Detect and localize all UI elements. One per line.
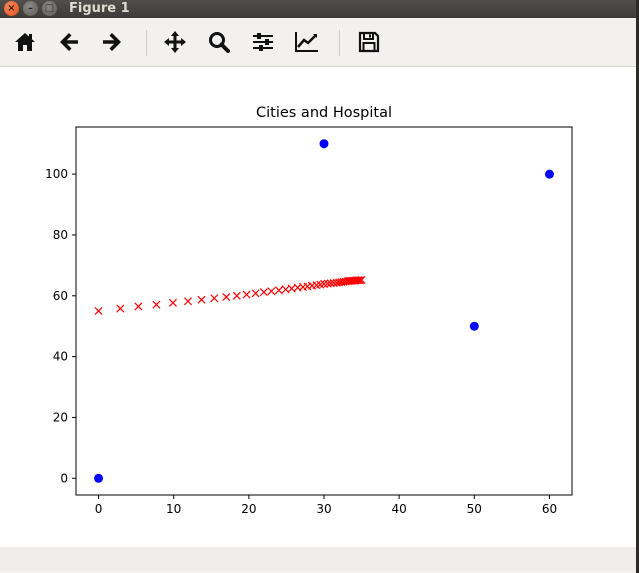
x-tick-label: 30	[316, 502, 331, 516]
hospital-x-marker	[242, 290, 251, 299]
x-tick-label: 0	[95, 502, 103, 516]
zoom-button[interactable]	[205, 28, 233, 56]
chart-title: Cities and Hospital	[256, 105, 392, 121]
back-button[interactable]	[55, 28, 83, 56]
y-tick-label: 60	[53, 289, 68, 303]
axis-ticks: 0 10 20 30 40 50 60 0 20 40 60 80 100	[45, 167, 557, 516]
hospital-x-marker	[232, 291, 241, 300]
pan-button[interactable]	[161, 28, 189, 56]
edit-axis-curves-icon	[295, 32, 318, 52]
hospital-x-marker	[267, 287, 276, 296]
window-border	[636, 0, 639, 573]
forward-arrow-icon	[103, 33, 121, 51]
save-floppy-icon	[358, 31, 380, 53]
x-tick-label: 60	[542, 502, 557, 516]
data-marks	[94, 139, 554, 483]
home-icon	[15, 33, 35, 51]
home-button[interactable]	[11, 28, 39, 56]
back-arrow-icon	[60, 33, 78, 51]
hospital-x-marker	[197, 295, 206, 304]
pan-move-icon	[164, 31, 186, 53]
scatter-plot[interactable]: Cities and Hospital 0 10 20 30 40 50 60 0 20 40 60…	[0, 67, 636, 547]
x-tick-label: 10	[166, 502, 181, 516]
city-point	[319, 139, 329, 149]
configure-subplots-icon	[253, 33, 273, 51]
x-tick-label: 40	[392, 502, 407, 516]
window-title: Figure 1	[69, 1, 130, 16]
hospital-x-marker	[94, 306, 103, 316]
minimize-window-button[interactable]: –	[23, 1, 38, 16]
maximize-window-button[interactable]: □	[42, 1, 57, 16]
toolbar-separator	[339, 30, 340, 56]
hospital-x-marker	[168, 298, 177, 307]
close-window-button[interactable]: ×	[4, 1, 19, 16]
figure-canvas[interactable]: Cities and Hospital 0 10 20 30 40 50 60 0 20 40 60…	[0, 67, 636, 547]
forward-button[interactable]	[98, 28, 126, 56]
y-tick-label: 100	[45, 167, 68, 181]
hospital-x-marker	[116, 304, 125, 313]
hospital-x-marker	[259, 288, 268, 297]
edit-axis-button[interactable]	[293, 28, 321, 56]
x-tick-label: 20	[241, 502, 256, 516]
city-point	[94, 473, 104, 483]
hospital-x-marker	[357, 275, 366, 285]
minimize-icon: –	[28, 2, 33, 14]
hospital-x-marker	[183, 297, 193, 306]
maximize-icon: □	[44, 2, 55, 14]
y-tick-label: 20	[53, 410, 68, 424]
hospital-x-marker	[274, 286, 283, 295]
hospital-x-marker	[222, 292, 231, 302]
y-tick-label: 0	[60, 471, 68, 485]
city-point	[544, 169, 554, 179]
configure-subplots-button[interactable]	[249, 28, 277, 56]
y-tick-label: 40	[53, 350, 68, 364]
hospital-x-marker	[134, 302, 143, 311]
y-tick-label: 80	[53, 228, 68, 242]
status-bar	[0, 547, 636, 571]
x-tick-label: 50	[467, 502, 482, 516]
hospital-x-marker	[354, 276, 363, 285]
title-bar[interactable]: × – □ Figure 1	[0, 0, 636, 18]
zoom-magnifier-icon	[209, 32, 230, 53]
hospital-x-marker	[152, 300, 161, 309]
axes-frame	[75, 126, 573, 496]
hospital-x-marker	[210, 294, 219, 303]
city-point	[469, 321, 479, 331]
save-figure-button[interactable]	[355, 28, 383, 56]
close-icon: ×	[7, 2, 16, 14]
hospital-x-marker	[356, 276, 365, 285]
hospital-x-marker	[251, 289, 260, 298]
navigation-toolbar	[0, 18, 636, 67]
toolbar-separator	[146, 30, 147, 56]
